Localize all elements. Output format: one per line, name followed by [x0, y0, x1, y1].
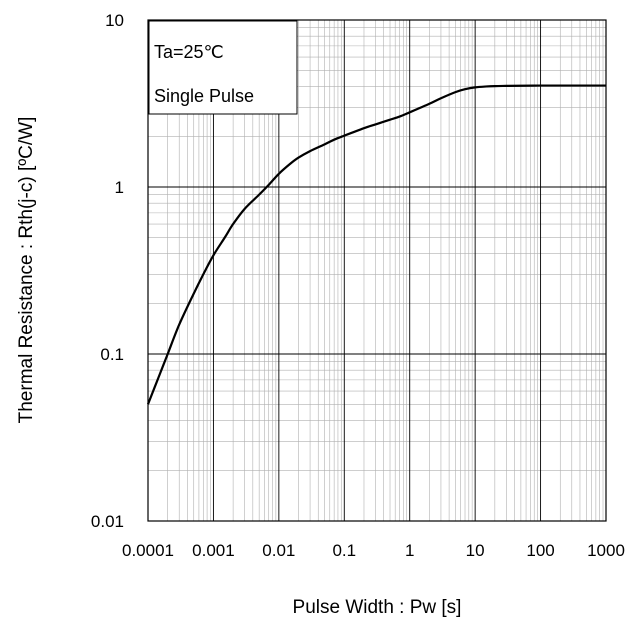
annotation-single-pulse: Single Pulse	[154, 86, 254, 106]
y-tick-label: 1	[115, 178, 124, 197]
x-tick-label: 0.01	[262, 541, 295, 560]
x-tick-labels: 0.0001 0.001 0.01 0.1 1 10 100 1000	[122, 541, 625, 560]
annotation-ambient-temp: Ta=25℃	[154, 42, 224, 62]
x-tick-label: 0.0001	[122, 541, 174, 560]
x-tick-label: 0.001	[192, 541, 235, 560]
series-line-0	[146, 84, 606, 405]
y-tick-label: 0.01	[91, 512, 124, 531]
y-tick-labels: 0.01 0.1 1 10	[91, 11, 124, 531]
y-axis-title: Thermal Resistance : Rth(j-c) [ºC/W]	[16, 117, 37, 424]
x-tick-label: 10	[466, 541, 485, 560]
x-tick-label: 1	[405, 541, 414, 560]
series-layer	[146, 84, 606, 405]
x-tick-label: 100	[526, 541, 554, 560]
legend-box: Ta=25℃ Single Pulse	[148, 20, 298, 115]
x-tick-label: 1000	[587, 541, 625, 560]
x-tick-label: 0.1	[332, 541, 356, 560]
plot-frame	[147, 19, 607, 522]
x-axis-title: Pulse Width : Pw [s]	[293, 597, 462, 618]
y-tick-label: 0.1	[100, 345, 124, 364]
y-tick-label: 10	[105, 11, 124, 30]
